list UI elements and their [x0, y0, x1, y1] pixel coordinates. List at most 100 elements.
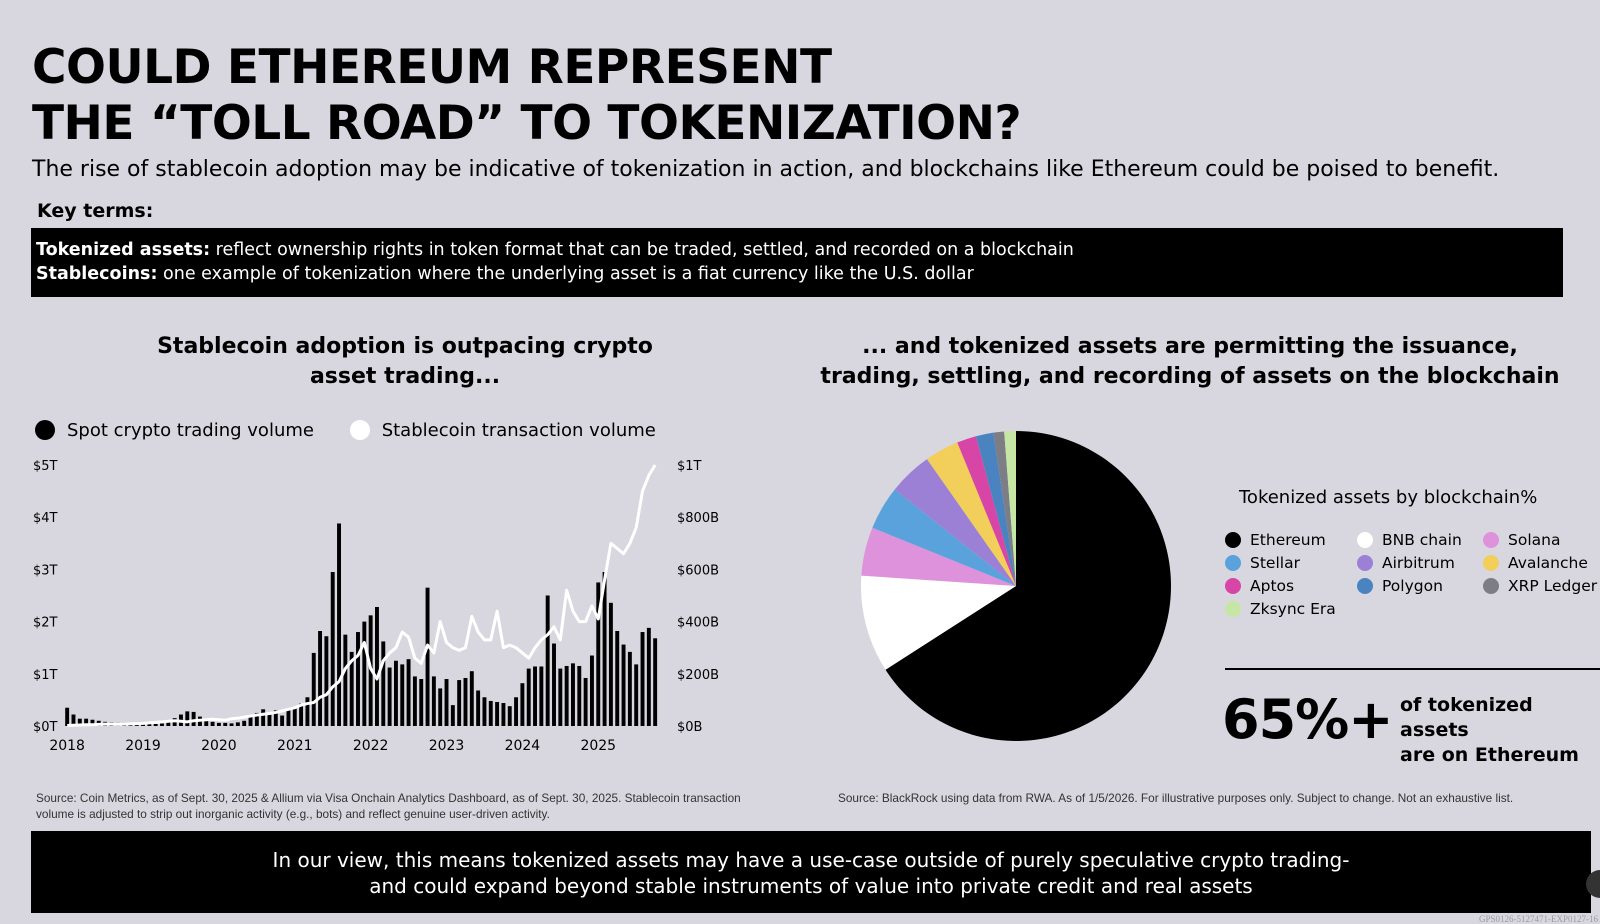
bar-spot-volume: [526, 668, 531, 726]
pie-legend-swatch: [1483, 578, 1499, 594]
pie-legend-swatch: [1225, 601, 1241, 617]
bar-spot-volume: [387, 667, 392, 726]
pie-legend-item: Stellar: [1225, 553, 1300, 573]
x-tick-label: 2018: [49, 738, 85, 754]
bar-spot-volume: [596, 582, 601, 726]
bar-spot-volume: [280, 715, 285, 726]
bar-spot-volume: [602, 572, 607, 726]
pie-legend-item: XRP Ledger: [1483, 576, 1597, 596]
bar-spot-volume: [393, 660, 398, 726]
bar-spot-volume: [381, 641, 386, 726]
pie-legend-item: Airbitrum: [1357, 553, 1455, 573]
bar-spot-volume: [488, 700, 493, 726]
right-chart-title-line: trading, settling, and recording of asse…: [820, 364, 1560, 389]
bar-spot-volume: [292, 707, 297, 726]
bar-spot-volume: [412, 676, 417, 726]
bar-spot-volume: [273, 710, 278, 726]
bar-spot-volume: [501, 703, 506, 726]
key-term-name: Stablecoins:: [36, 264, 158, 284]
pie-legend-swatch: [1483, 532, 1499, 548]
pie-legend-label: Stellar: [1250, 554, 1300, 572]
y-right-tick-label: $0B: [677, 720, 702, 735]
bar-spot-volume: [254, 712, 259, 726]
bar-spot-volume: [204, 720, 209, 726]
bottom-banner-line: and could expand beyond stable instrumen…: [369, 874, 1253, 898]
stat-text: of tokenized assets are on Ethereum: [1400, 693, 1600, 768]
x-tick-label: 2024: [505, 738, 541, 754]
x-tick-label: 2025: [580, 738, 616, 754]
title-line-2: THE “TOLL ROAD” TO TOKENIZATION?: [32, 96, 1022, 151]
bar-spot-volume: [216, 722, 221, 726]
legend-swatch-stablecoin: [349, 420, 370, 440]
bar-spot-volume: [71, 714, 76, 726]
key-term-row: Stablecoins: one example of tokenization…: [36, 262, 1558, 286]
bar-spot-volume: [514, 697, 519, 726]
pie-legend-title: Tokenized assets by blockchain%: [1239, 487, 1538, 508]
bar-spot-volume: [463, 677, 468, 726]
stat-value: 65%+: [1222, 688, 1393, 751]
bar-spot-volume: [160, 723, 164, 726]
line-stablecoin-volume: [67, 464, 657, 727]
bar-spot-volume: [65, 707, 70, 726]
pie-legend-item: BNB chain: [1357, 530, 1462, 550]
bar-spot-volume: [589, 655, 594, 726]
bar-spot-volume: [223, 722, 228, 726]
pie-legend-item: Polygon: [1357, 576, 1443, 596]
stat-text-line: of tokenized assets: [1400, 694, 1533, 741]
x-tick-label: 2022: [353, 738, 389, 754]
bar-spot-volume: [583, 677, 588, 726]
pie-legend-item: Ethereum: [1225, 530, 1326, 550]
bar-spot-volume: [564, 665, 569, 726]
pie-legend-label: XRP Ledger: [1508, 577, 1598, 595]
bar-spot-volume: [343, 634, 348, 726]
pie-slice-aptos: [957, 436, 1016, 586]
bar-spot-volume: [311, 652, 316, 726]
bar-spot-volume: [324, 636, 329, 726]
bar-spot-volume: [242, 720, 247, 726]
bar-spot-volume: [634, 664, 639, 726]
bar-spot-volume: [608, 602, 613, 726]
bar-spot-volume: [84, 718, 89, 726]
bar-spot-volume: [248, 716, 253, 726]
bar-spot-volume: [552, 643, 556, 726]
stat-divider: [1225, 668, 1600, 670]
stat-text-line: are on Ethereum: [1400, 744, 1579, 766]
bar-spot-volume: [545, 595, 550, 726]
legend-label-spot: Spot crypto trading volume: [67, 419, 314, 441]
bar-spot-volume: [438, 688, 443, 726]
right-chart-title-line: ... and tokenized assets are permitting …: [862, 334, 1518, 359]
bar-spot-volume: [571, 663, 575, 726]
title-line-1: COULD ETHEREUM REPRESENT: [32, 40, 832, 95]
pie-slice-airbitrum: [894, 459, 1016, 586]
pie-slice-stellar: [872, 489, 1016, 586]
y-right-tick-label: $1T: [677, 459, 702, 474]
x-tick-label: 2023: [429, 738, 465, 754]
pie-legend-swatch: [1225, 532, 1241, 548]
bar-spot-volume: [210, 721, 215, 726]
pie-legend-label: Airbitrum: [1382, 554, 1455, 572]
pie-legend-label: Aptos: [1250, 577, 1295, 595]
bar-spot-volume: [286, 710, 291, 726]
pie-legend-swatch: [1357, 532, 1373, 548]
bar-spot-volume: [653, 638, 658, 726]
page-subtitle: The rise of stablecoin adoption may be i…: [32, 157, 1500, 182]
pie-legend-label: Solana: [1508, 531, 1561, 549]
bar-spot-volume: [166, 721, 171, 726]
bar-spot-volume: [318, 631, 323, 726]
bar-spot-volume: [406, 659, 411, 726]
bar-spot-volume: [90, 719, 95, 726]
combo-chart: $0T $1T $2T $3T $4T $5T $0B $200B $400B $600B $800…: [33, 459, 719, 754]
bar-spot-volume: [482, 697, 487, 726]
bar-spot-volume: [495, 701, 500, 726]
source-note-right: Source: BlackRock using data from RWA. A…: [838, 791, 1514, 805]
bar-spot-volume: [229, 723, 234, 726]
bar-spot-volume: [539, 666, 544, 726]
pie-legend-swatch: [1357, 578, 1373, 594]
pie-legend-label: Avalanche: [1508, 554, 1588, 572]
y-right-tick-label: $600B: [677, 563, 719, 578]
corner-circle: [1586, 870, 1600, 898]
y-left-tick-label: $0T: [33, 720, 58, 735]
y-left-tick-label: $5T: [33, 459, 58, 474]
pie-legend-swatch: [1225, 578, 1241, 594]
bar-spot-volume: [261, 709, 266, 726]
